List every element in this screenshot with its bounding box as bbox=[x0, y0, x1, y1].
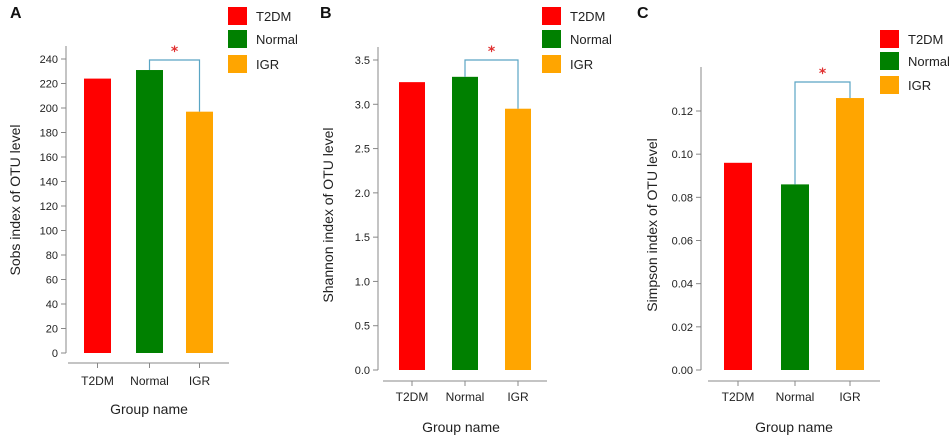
y-tick-label: 240 bbox=[40, 54, 58, 66]
y-axis-title: Sobs index of OTU level bbox=[7, 125, 23, 276]
y-tick-label: 180 bbox=[40, 128, 58, 140]
legend-label-normal: Normal bbox=[256, 32, 298, 47]
y-tick-label: 0.02 bbox=[672, 322, 693, 334]
x-axis-title: Group name bbox=[110, 401, 188, 417]
x-axis-title: Group name bbox=[422, 419, 500, 435]
legend-swatch-igr bbox=[228, 55, 247, 73]
y-tick-label: 0.08 bbox=[672, 192, 693, 204]
legend-swatch-t2dm bbox=[880, 30, 899, 48]
y-tick-label: 0 bbox=[52, 348, 58, 360]
legend-swatch-igr bbox=[542, 55, 561, 73]
legend-swatch-normal bbox=[542, 30, 561, 48]
bar-normal bbox=[136, 70, 163, 354]
y-tick-label: 0.10 bbox=[672, 149, 693, 161]
y-tick-label: 220 bbox=[40, 79, 58, 91]
y-tick-label: 0.12 bbox=[672, 106, 693, 118]
legend-swatch-t2dm bbox=[228, 7, 247, 25]
legend-swatch-normal bbox=[228, 30, 247, 48]
y-tick-label: 40 bbox=[46, 299, 58, 311]
panel-letter: C bbox=[637, 5, 649, 22]
legend: T2DM Normal IGR bbox=[542, 7, 612, 73]
legend-label-normal: Normal bbox=[570, 32, 612, 47]
significance-bracket bbox=[794, 81, 851, 185]
x-axis-title: Group name bbox=[755, 419, 833, 435]
y-axis-title: Shannon index of OTU level bbox=[320, 127, 336, 302]
panel-letter: A bbox=[10, 5, 22, 22]
bar-igr bbox=[186, 111, 213, 353]
bar-t2dm bbox=[84, 78, 111, 353]
legend-label-t2dm: T2DM bbox=[570, 9, 605, 24]
legend-label-igr: IGR bbox=[908, 78, 931, 93]
x-tick-label: Normal bbox=[130, 374, 169, 388]
y-tick-label: 20 bbox=[46, 324, 58, 336]
y-tick-label: 200 bbox=[40, 103, 58, 115]
y-tick-label: 1.0 bbox=[355, 276, 370, 288]
y-tick-label: 3.5 bbox=[355, 55, 370, 67]
panel-letter: B bbox=[320, 5, 332, 22]
y-tick-label: 60 bbox=[46, 275, 58, 287]
legend-label-normal: Normal bbox=[908, 54, 950, 69]
panel-b: B 0.0 0.5 1.0 1.5 2.0 2.5 3.0 3.5 T2DM Normal IGR Gr… bbox=[320, 5, 612, 435]
legend: T2DM Normal IGR bbox=[228, 7, 298, 73]
y-tick-label: 120 bbox=[40, 201, 58, 213]
y-tick-label: 80 bbox=[46, 250, 58, 262]
panel-c: C 0.00 0.02 0.04 0.06 0.08 0.10 0.12 T2DM Normal I… bbox=[637, 5, 950, 435]
x-tick-label: IGR bbox=[507, 390, 529, 404]
y-tick-label: 0.00 bbox=[672, 365, 693, 377]
y-tick-label: 100 bbox=[40, 226, 58, 238]
significance-star: * bbox=[819, 66, 827, 82]
legend-label-igr: IGR bbox=[256, 57, 279, 72]
y-tick-label: 140 bbox=[40, 177, 58, 189]
bar-normal bbox=[781, 184, 809, 370]
x-tick-label: Normal bbox=[776, 390, 815, 404]
significance-bracket bbox=[464, 59, 519, 109]
bar-t2dm bbox=[399, 82, 425, 371]
x-tick-label: Normal bbox=[446, 390, 485, 404]
y-tick-label: 0.04 bbox=[672, 279, 693, 291]
significance-star: * bbox=[488, 44, 496, 60]
legend: T2DM Normal IGR bbox=[880, 30, 950, 94]
y-tick-label: 160 bbox=[40, 152, 58, 164]
x-tick-label: T2DM bbox=[722, 390, 755, 404]
y-tick-label: 3.0 bbox=[355, 99, 370, 111]
legend-swatch-igr bbox=[880, 76, 899, 94]
significance-star: * bbox=[171, 44, 179, 60]
legend-label-t2dm: T2DM bbox=[256, 9, 291, 24]
bar-igr bbox=[836, 98, 864, 371]
legend-label-igr: IGR bbox=[570, 57, 593, 72]
bar-t2dm bbox=[724, 162, 752, 370]
x-tick-label: IGR bbox=[189, 374, 211, 388]
y-tick-label: 1.5 bbox=[355, 232, 370, 244]
y-tick-label: 0.06 bbox=[672, 236, 693, 248]
x-tick-label: T2DM bbox=[396, 390, 429, 404]
x-tick-label: T2DM bbox=[81, 374, 114, 388]
y-tick-label: 2.0 bbox=[355, 188, 370, 200]
legend-label-t2dm: T2DM bbox=[908, 32, 943, 47]
bar-igr bbox=[505, 108, 531, 370]
y-tick-label: 0.5 bbox=[355, 321, 370, 333]
legend-swatch-t2dm bbox=[542, 7, 561, 25]
legend-swatch-normal bbox=[880, 52, 899, 70]
x-tick-label: IGR bbox=[839, 390, 861, 404]
significance-bracket bbox=[148, 59, 201, 112]
bar-normal bbox=[452, 76, 478, 370]
panel-a: A 0 20 40 60 80 100 120 140 160 180 200 220 240 T2DM No… bbox=[7, 5, 298, 417]
y-tick-label: 0.0 bbox=[355, 365, 370, 377]
y-axis-title: Simpson index of OTU level bbox=[644, 138, 660, 312]
y-tick-label: 2.5 bbox=[355, 144, 370, 156]
